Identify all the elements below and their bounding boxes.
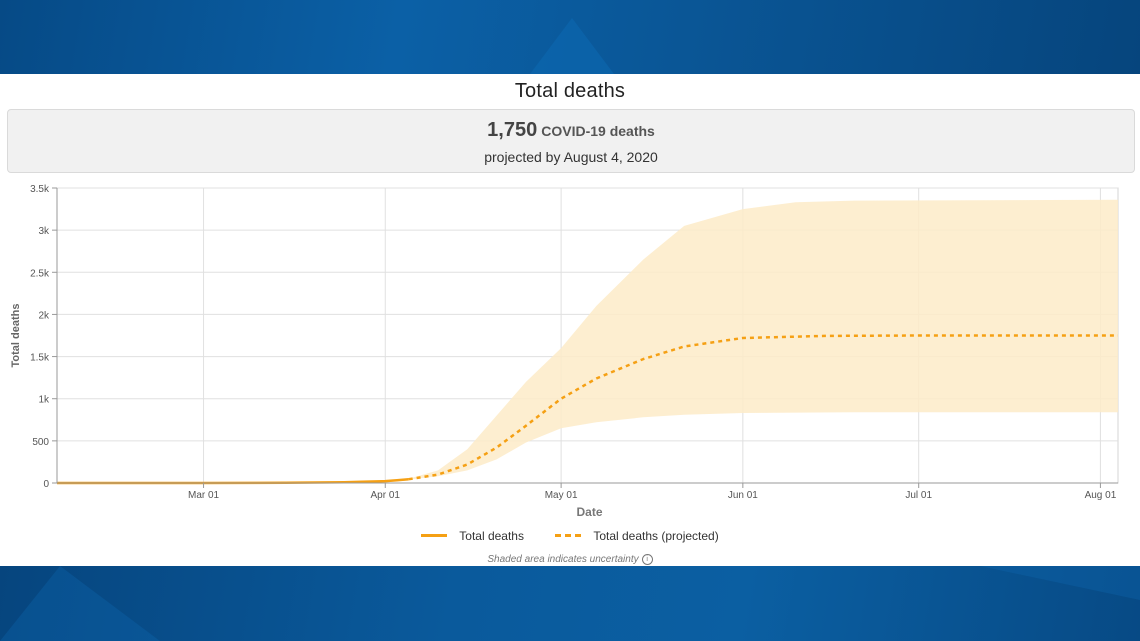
y-tick-label: 0 [43,479,49,490]
uncertainty-band [408,199,1118,480]
line-chart: 0 500 1k 1.5k 2k 2.5k 3k 3.5k Mar 01 Apr 01 May 01… [10,184,1119,519]
uncertainty-note: Shaded area indicates uncertainty i [0,554,1140,565]
info-icon[interactable]: i [641,554,653,565]
summary-box: 1,750 COVID-19 deaths projected by August… [7,109,1135,173]
y-tick-label: 1k [38,395,50,406]
total-deaths-line [57,477,409,485]
y-tick-label: 2k [38,310,50,321]
projected-deaths-line [408,334,1118,481]
y-tick-label: 500 [32,437,49,448]
chart-title: Total deaths [514,80,626,102]
summary-subtitle: projected by August 4, 2020 [484,149,658,165]
summary-value: 1,750 [487,119,538,141]
y-tick-label: 3.5k [30,184,50,195]
x-tick-label: Aug 01 [1085,490,1117,501]
legend-label: Total deaths (projected) [593,528,719,543]
x-axis-label: Date [576,505,602,519]
y-axis-label: Total deaths [10,304,22,368]
legend-item-total-deaths[interactable]: Total deaths [421,529,524,543]
x-tick-label: Jun 01 [728,490,758,501]
x-tick-label: Mar 01 [188,490,220,501]
y-tick-label: 2.5k [30,268,50,279]
legend-label: Total deaths [459,528,524,543]
x-tick-label: May 01 [545,490,578,501]
legend-swatch-solid [421,534,448,537]
chart-panel: Total deaths 1,750 COVID-19 deaths projec… [0,74,1140,566]
summary-unit: COVID-19 deaths [541,123,655,139]
bottom-background-band [0,566,1140,641]
chart-legend: Total deaths Total deaths (projected) [0,526,1140,543]
y-tick-label: 3k [38,226,50,237]
uncertainty-note-text: Shaded area indicates uncertainty [487,554,639,566]
uncertainty-band-layer [408,199,1118,480]
x-tick-label: Apr 01 [371,490,401,501]
legend-swatch-dashed [555,534,582,537]
y-tick-label: 1.5k [30,353,50,364]
summary-line: 1,750 COVID-19 deaths [8,119,1134,142]
x-tick-label: Jul 01 [905,490,932,501]
legend-item-total-deaths-projected[interactable]: Total deaths (projected) [555,528,719,543]
axis-layer: 0 500 1k 1.5k 2k 2.5k 3k 3.5k Mar 01 Apr 01 May 01… [10,184,1118,519]
